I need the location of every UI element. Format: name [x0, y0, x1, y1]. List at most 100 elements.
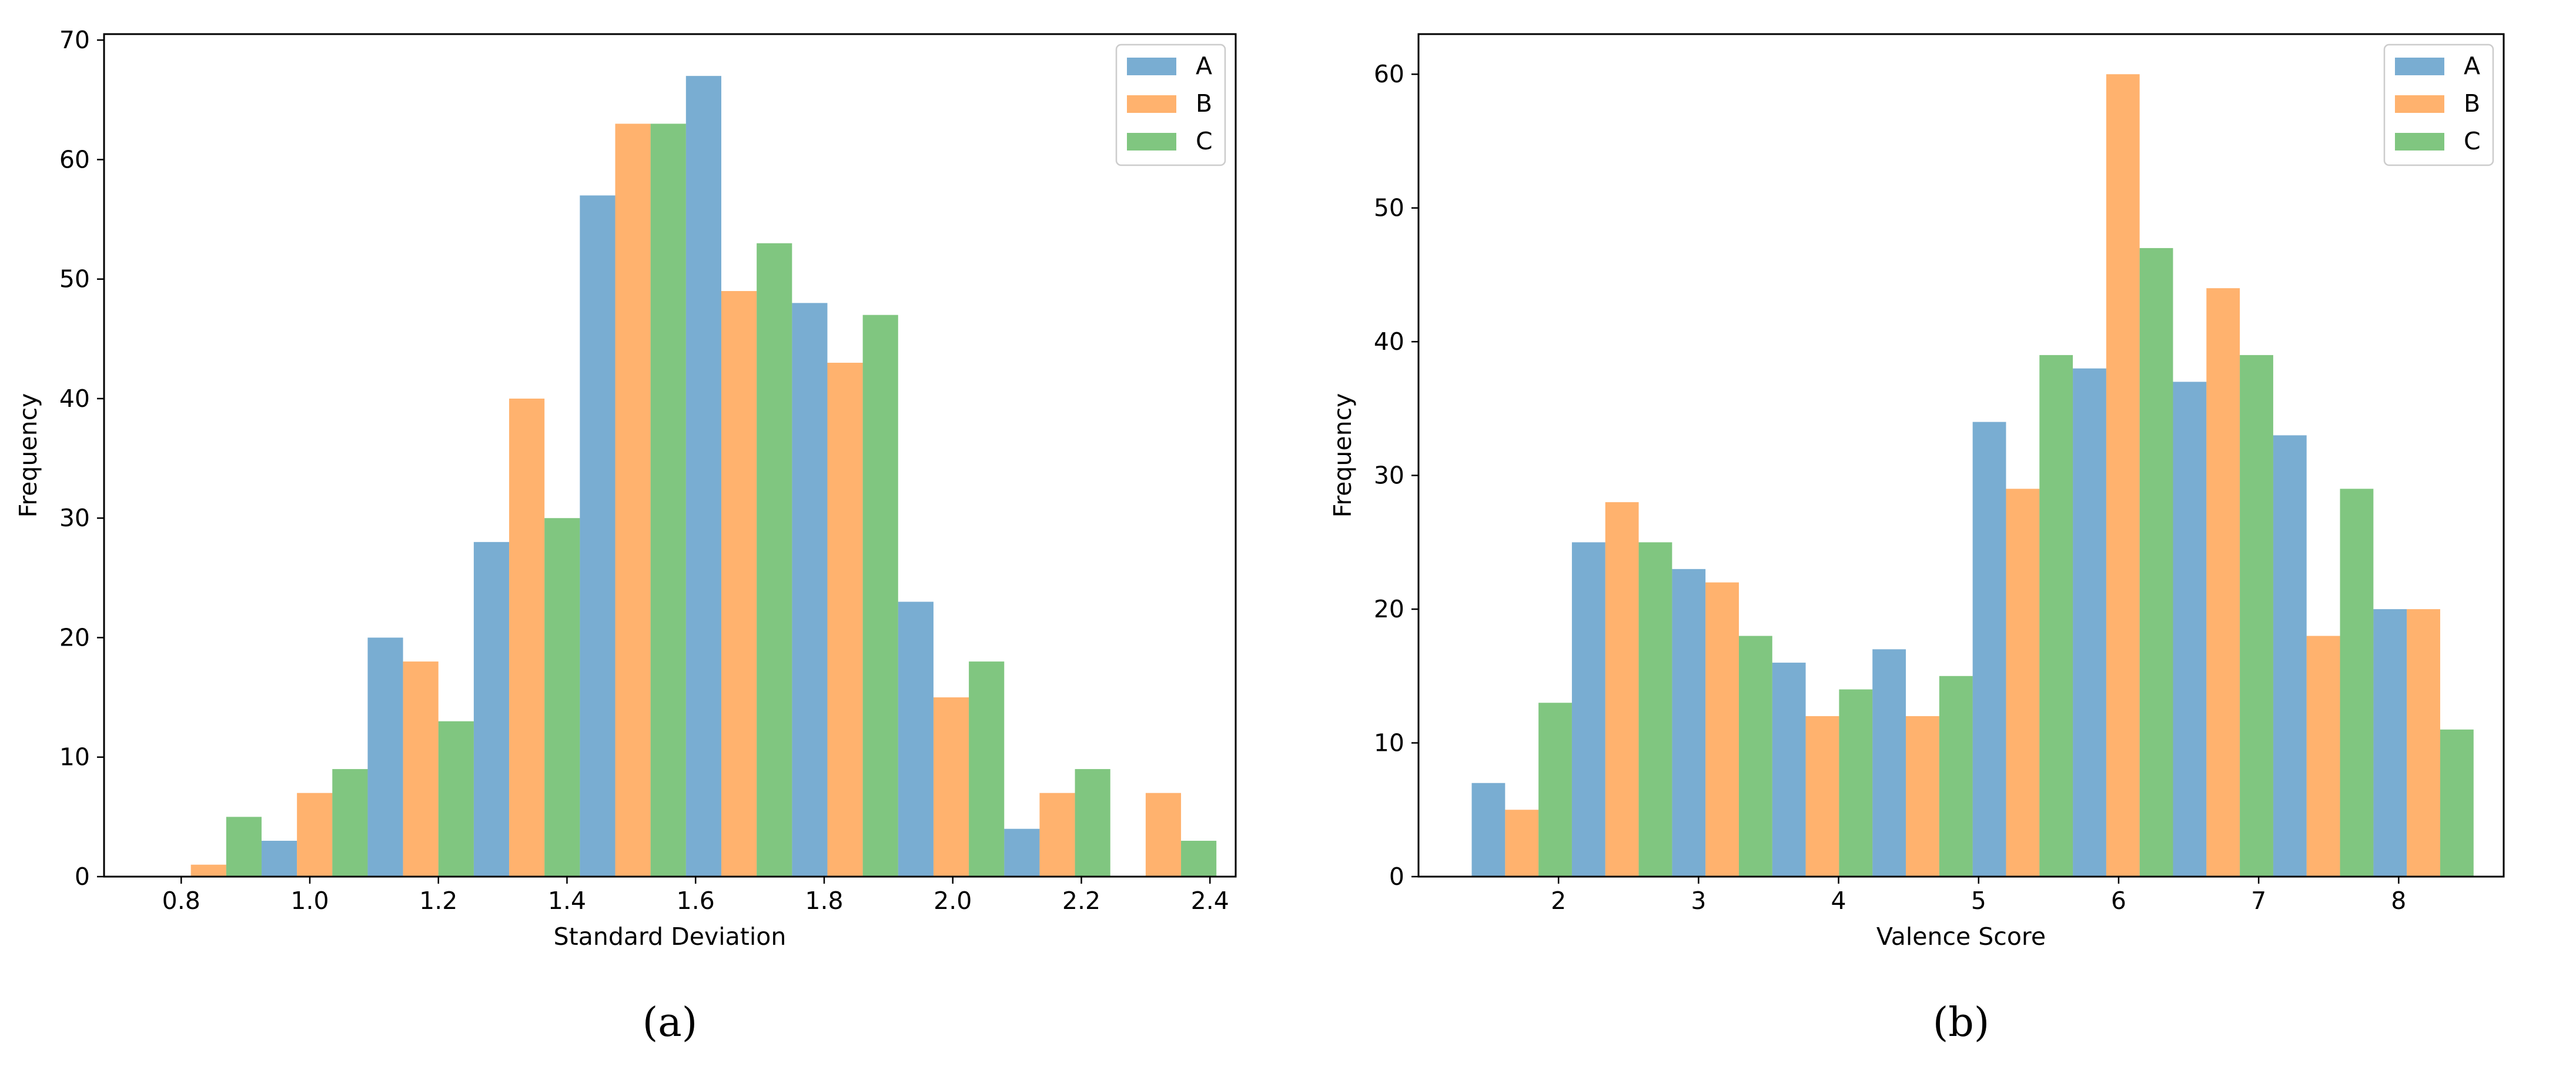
- x-tick-label: 3: [1691, 887, 1706, 915]
- bar-C-9: [2340, 489, 2374, 877]
- y-tick-label: 40: [59, 385, 90, 413]
- bar-A-3: [1672, 569, 1706, 877]
- y-tick-label: 40: [1374, 327, 1404, 356]
- bar-A-8: [898, 601, 934, 877]
- bar-C-10: [1181, 841, 1217, 877]
- bar-B-6: [2006, 489, 2040, 877]
- bar-C-3: [438, 721, 474, 877]
- bar-B-8: [933, 697, 969, 877]
- bar-A-6: [1972, 422, 2006, 877]
- bar-B-2: [1605, 502, 1639, 877]
- legend: ABC: [1115, 44, 1226, 166]
- plot-frame: [103, 33, 1237, 878]
- bar-B-8: [2206, 288, 2240, 877]
- bar-A-1: [1471, 783, 1506, 877]
- y-tick-label: 10: [59, 743, 90, 771]
- y-axis-ticks: 0 10 20 30 40 50 60 70: [59, 26, 104, 891]
- legend-swatch-C: [1127, 133, 1176, 151]
- legend-label-C: C: [1196, 127, 1213, 155]
- bar-C-7: [862, 315, 898, 877]
- bar-B-3: [1705, 582, 1739, 877]
- bar-C-2: [1638, 542, 1672, 877]
- panel-caption: (a): [643, 1000, 698, 1046]
- legend-swatch-A: [1127, 58, 1176, 75]
- bar-A-9: [2273, 435, 2307, 877]
- y-tick-label: 60: [59, 145, 90, 173]
- bar-B-5: [1906, 716, 1939, 877]
- bar-B-9: [2306, 636, 2340, 877]
- y-tick-label: 30: [1374, 462, 1404, 490]
- bar-B-1: [1505, 810, 1539, 877]
- y-tick-label: 70: [59, 26, 90, 54]
- y-tick-label: 60: [1374, 60, 1404, 88]
- legend-swatch-B: [1127, 95, 1176, 113]
- bar-B-7: [827, 362, 863, 877]
- bar-C-6: [2039, 355, 2073, 877]
- y-axis-ticks: 0 10 20 30 40 50 60: [1374, 60, 1419, 891]
- bar-B-1: [190, 864, 226, 877]
- x-tick-label: 1.8: [805, 887, 843, 915]
- panel-caption: (b): [1933, 1000, 1990, 1046]
- bar-A-8: [2173, 382, 2207, 877]
- bar-C-8: [2240, 355, 2273, 877]
- x-tick-label: 1.0: [290, 887, 329, 915]
- legend-label-B: B: [1196, 89, 1212, 118]
- x-tick-label: 2: [1551, 887, 1566, 915]
- bar-B-9: [1039, 793, 1075, 877]
- bar-B-2: [297, 793, 333, 877]
- bar-C-4: [544, 518, 580, 877]
- bar-C-1: [1538, 703, 1572, 877]
- x-tick-label: 2.2: [1062, 887, 1100, 915]
- bar-C-5: [650, 123, 686, 877]
- x-axis-label: Standard Deviation: [554, 922, 787, 951]
- bar-B-3: [403, 661, 439, 877]
- bar-B-10: [1145, 793, 1182, 877]
- y-tick-label: 50: [1374, 194, 1404, 222]
- bar-A-9: [1004, 828, 1040, 877]
- bar-B-10: [2407, 609, 2440, 877]
- bar-A-7: [792, 303, 828, 877]
- y-tick-label: 30: [59, 504, 90, 532]
- x-tick-label: 8: [2391, 887, 2406, 915]
- legend-label-A: A: [1196, 52, 1212, 80]
- panel-b: 2 3 4 5 6 7 8 0 10 20 30 40 50 60 Valence Score Freq…: [1329, 33, 2505, 1046]
- x-axis-ticks: 2 3 4 5 6 7 8: [1551, 877, 2406, 915]
- bar-A-2: [261, 841, 297, 877]
- bar-A-4: [473, 541, 510, 877]
- bar-C-5: [1939, 676, 1973, 877]
- bar-C-4: [1839, 689, 1873, 877]
- x-tick-label: 0.8: [162, 887, 200, 915]
- bar-A-3: [367, 637, 403, 877]
- y-tick-label: 50: [59, 265, 90, 293]
- bar-C-8: [969, 661, 1005, 877]
- plot-frame: [1417, 33, 2505, 878]
- bar-B-4: [509, 398, 545, 877]
- bar-C-3: [1738, 636, 1772, 877]
- bar-C-6: [757, 243, 792, 877]
- bar-B-4: [1805, 716, 1839, 877]
- x-tick-label: 5: [1971, 887, 1986, 915]
- legend-swatch-B: [2395, 95, 2444, 113]
- y-tick-label: 20: [1374, 595, 1404, 623]
- bar-C-1: [226, 817, 262, 877]
- bars-group: [1471, 74, 2474, 877]
- y-tick-label: 0: [1389, 863, 1404, 891]
- y-tick-label: 10: [1374, 729, 1404, 757]
- x-axis-label: Valence Score: [1876, 922, 2046, 951]
- x-tick-label: 1.4: [548, 887, 586, 915]
- bar-C-7: [2139, 248, 2173, 877]
- y-axis-label: Frequency: [14, 393, 42, 518]
- legend-label-A: A: [2464, 52, 2480, 80]
- x-tick-label: 4: [1831, 887, 1846, 915]
- bar-C-9: [1075, 769, 1110, 877]
- bar-A-6: [685, 76, 721, 877]
- x-tick-label: 2.4: [1191, 887, 1229, 915]
- legend-swatch-A: [2395, 58, 2444, 75]
- bar-B-7: [2106, 74, 2140, 877]
- panel-a: 0.8 1.0 1.2 1.4 1.6 1.8 2.0 2.2 2.4 0 10 20 30 40 50 6…: [14, 26, 1237, 1046]
- legend-swatch-C: [2395, 133, 2444, 151]
- y-tick-label: 0: [75, 863, 90, 891]
- y-tick-label: 20: [59, 623, 90, 651]
